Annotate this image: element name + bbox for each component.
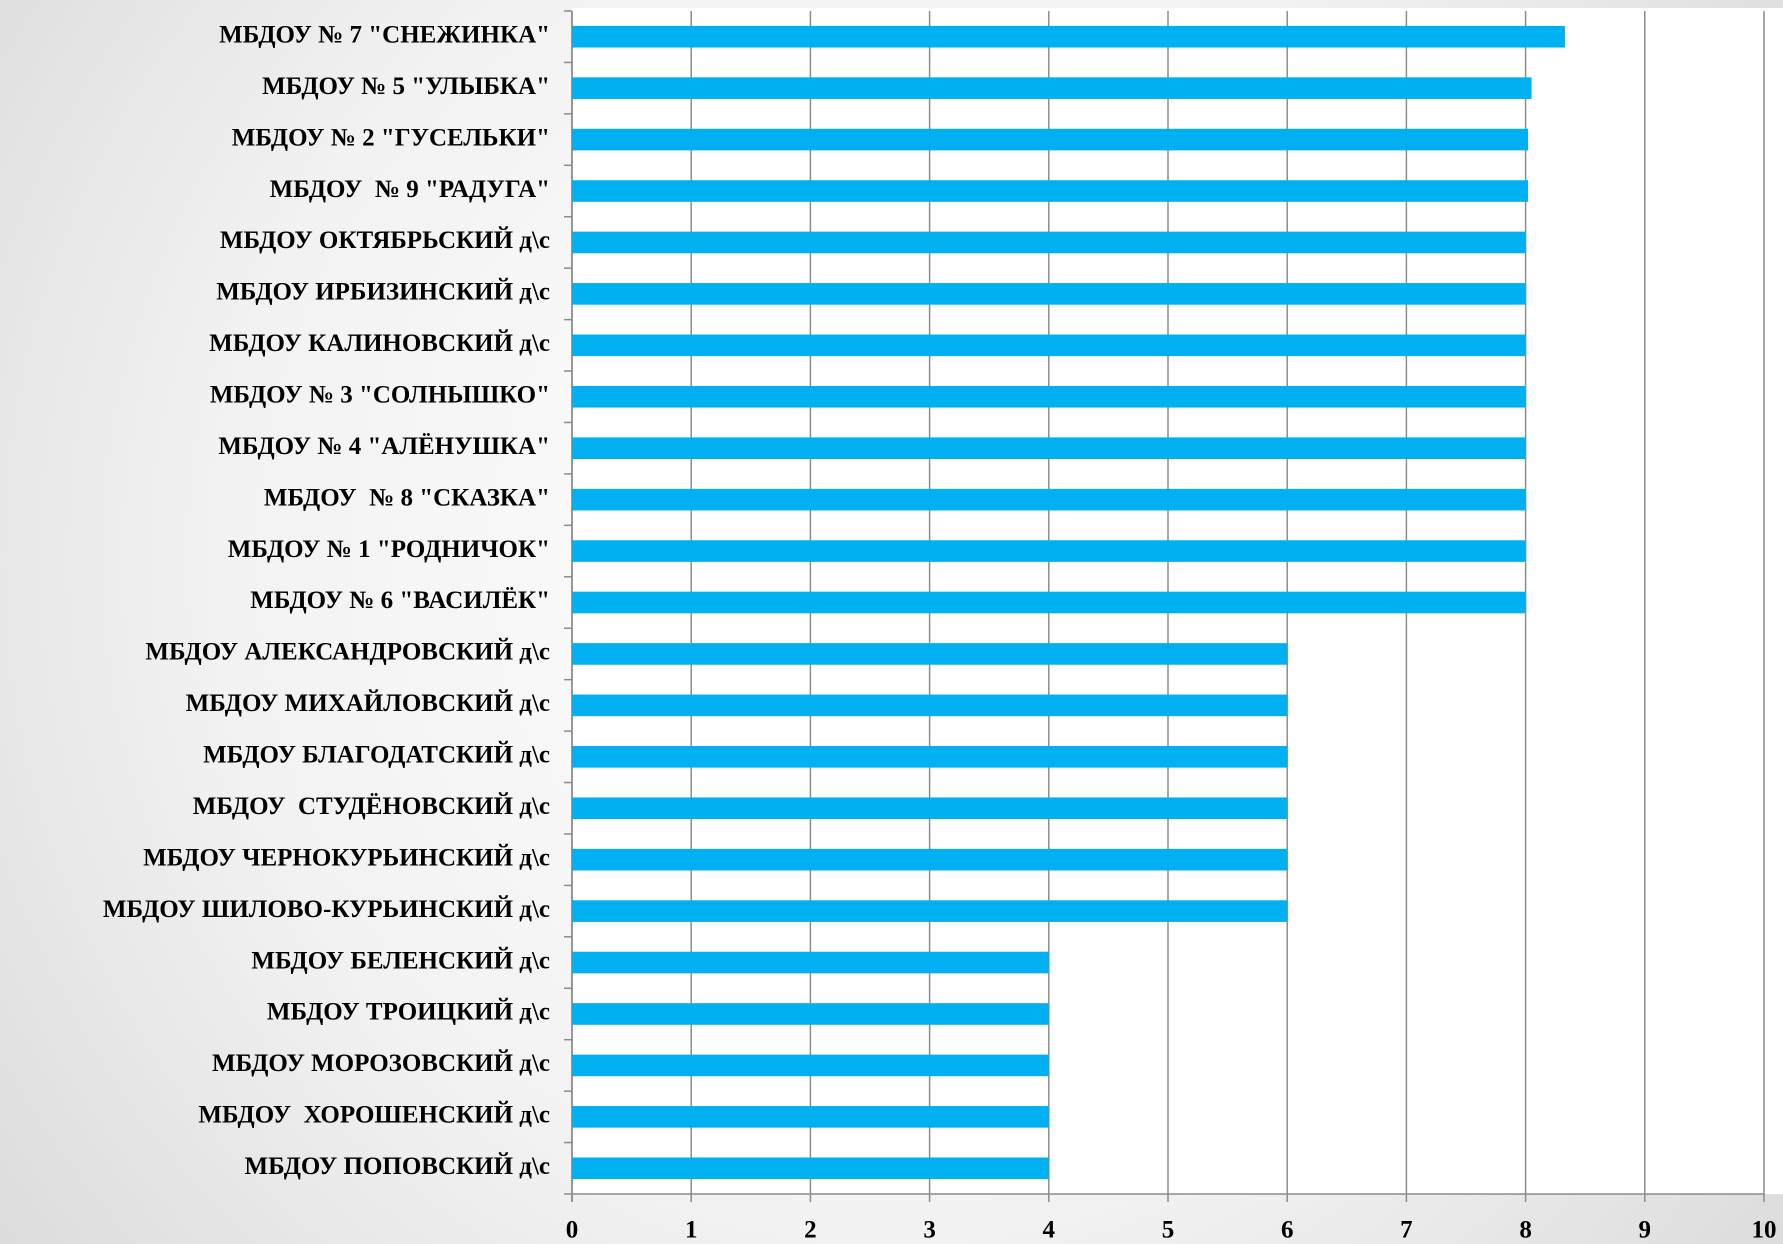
bar <box>572 128 1528 151</box>
bar <box>572 25 1565 48</box>
bar <box>572 231 1526 254</box>
bar <box>572 77 1532 99</box>
y-tick-label: МБДОУ ШИЛОВО-КУРЬИНСКИЙ д\с <box>103 895 550 923</box>
x-tick-label: 1 <box>685 1217 698 1244</box>
y-tick-label: МБДОУ ХОРОШЕНСКИЙ д\с <box>198 1101 550 1129</box>
x-tick-label: 4 <box>1043 1217 1056 1244</box>
y-tick-label: МБДОУ АЛЕКСАНДРОВСКИЙ д\с <box>145 638 550 666</box>
y-tick-label: МБДОУ БЕЛЕНСКИЙ д\с <box>251 946 550 974</box>
bar <box>572 643 1288 665</box>
bar <box>572 180 1528 202</box>
y-tick-label: МБДОУ МИХАЙЛОВСКИЙ д\с <box>186 689 550 717</box>
y-tick-label: МБДОУ № 8 "СКАЗКА" <box>264 484 550 511</box>
y-tick-label: МБДОУ МОРОЗОВСКИЙ д\с <box>212 1049 550 1077</box>
x-tick-label: 2 <box>804 1217 817 1244</box>
bar <box>572 848 1288 871</box>
x-tick-label: 9 <box>1639 1217 1652 1244</box>
bar <box>572 900 1288 922</box>
y-tick-label: МБДОУ № 1 "РОДНИЧОК" <box>228 536 550 563</box>
bar <box>572 334 1526 357</box>
x-tick-label: 8 <box>1519 1217 1532 1244</box>
y-tick-label: МБДОУ № 3 "СОЛНЫШКО" <box>210 381 550 408</box>
x-tick-label: 7 <box>1400 1217 1413 1244</box>
bar <box>572 797 1288 820</box>
y-tick-label: МБДОУ ИРБИЗИНСКИЙ д\с <box>216 278 550 306</box>
x-tick-label: 3 <box>923 1217 936 1244</box>
y-tick-label: МБДОУ ТРОИЦКИЙ д\с <box>267 998 550 1026</box>
bar <box>572 1106 1049 1128</box>
bar <box>572 1157 1049 1180</box>
y-tick-label: МБДОУ № 9 "РАДУГА" <box>270 176 550 203</box>
y-tick-label: МБДОУ ПОПОВСКИЙ д\с <box>245 1152 550 1180</box>
y-tick-label: МБДОУ ОКТЯБРЬСКИЙ д\с <box>220 226 550 254</box>
bar <box>572 746 1288 768</box>
x-tick-label: 6 <box>1281 1217 1294 1244</box>
bar <box>572 591 1526 614</box>
x-tick-label: 10 <box>1752 1217 1777 1244</box>
bar <box>572 385 1526 408</box>
y-tick-label: МБДОУ КАЛИНОВСКИЙ д\с <box>209 329 550 357</box>
y-tick-label: МБДОУ ЧЕРНОКУРЬИНСКИЙ д\с <box>143 843 550 871</box>
bar <box>572 283 1526 305</box>
bar <box>572 540 1526 562</box>
y-tick-label: МБДОУ № 5 "УЛЫБКА" <box>262 73 550 100</box>
y-tick-label: МБДОУ № 2 "ГУСЕЛЬКИ" <box>232 124 550 151</box>
bar <box>572 1054 1049 1077</box>
y-tick-label: МБДОУ № 6 "ВАСИЛЁК" <box>250 587 550 614</box>
bar <box>572 437 1526 459</box>
y-tick-label: МБДОУ № 7 "СНЕЖИНКА" <box>219 21 550 48</box>
bar <box>572 694 1288 717</box>
x-tick-label: 5 <box>1162 1217 1175 1244</box>
y-tick-label: МБДОУ № 4 "АЛЁНУШКА" <box>218 433 550 460</box>
bar <box>572 488 1526 511</box>
bar <box>572 951 1049 974</box>
y-tick-label: МБДОУ БЛАГОДАТСКИЙ д\с <box>203 741 550 769</box>
y-tick-label: МБДОУ СТУДЁНОВСКИЙ д\с <box>193 792 550 820</box>
bar <box>572 1003 1049 1025</box>
x-tick-label: 0 <box>566 1217 579 1244</box>
